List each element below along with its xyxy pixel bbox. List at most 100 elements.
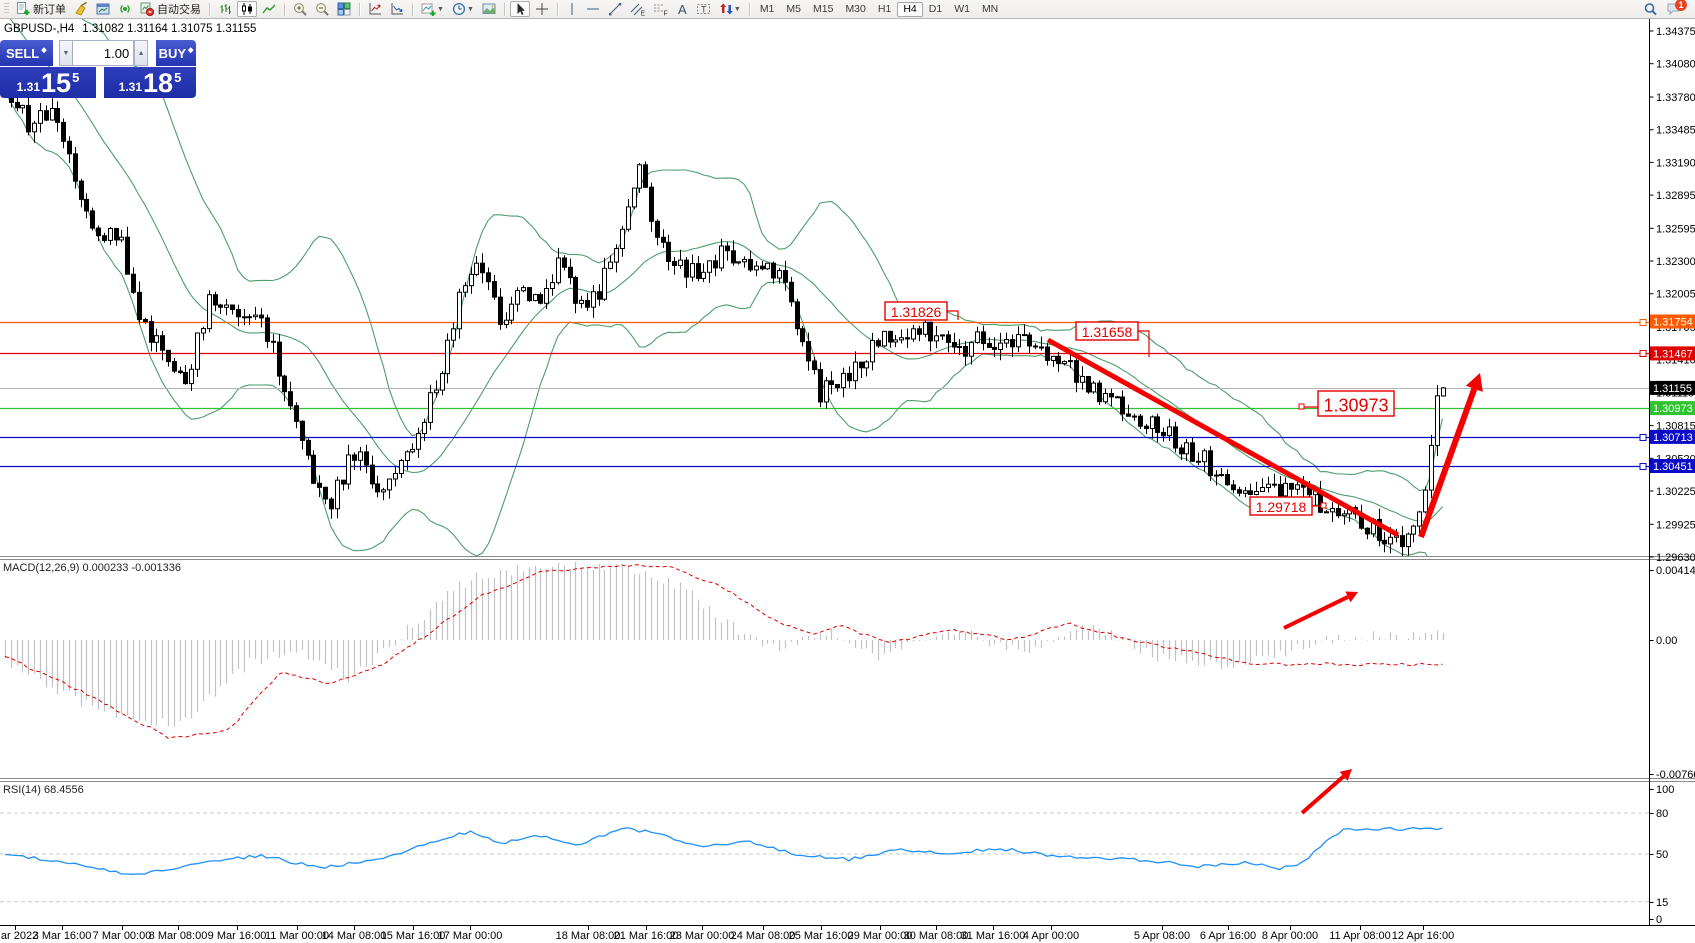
add-indicator-button[interactable]: ▼	[418, 1, 447, 17]
new-order-button[interactable]: 新订单	[13, 1, 69, 17]
cleanup-charts-icon	[75, 2, 87, 16]
data-window-icon	[369, 3, 381, 15]
svg-text:12 Apr 16:00: 12 Apr 16:00	[1392, 930, 1454, 942]
timeframe-h1-button[interactable]: H1	[872, 2, 897, 17]
strategy-tester-icon	[391, 3, 403, 15]
svg-text:1.33485: 1.33485	[1656, 125, 1695, 137]
strategy-tester-button[interactable]	[387, 1, 407, 17]
toolbar-separator	[748, 2, 750, 16]
crosshair-button[interactable]	[532, 1, 552, 17]
macd-axis[interactable]: 0.004144 0.00 -0.007664	[1649, 565, 1695, 781]
arrow-objects-button[interactable]: ▼	[716, 1, 744, 17]
buy-button[interactable]: BUY ◆	[156, 40, 196, 66]
timeframe-mn-button[interactable]: MN	[976, 2, 1004, 17]
timeframe-m30-button[interactable]: M30	[839, 2, 871, 17]
fibonacci-retracement-button[interactable]: F	[650, 1, 671, 17]
text-button[interactable]: A	[673, 1, 691, 17]
svg-text:1.30973: 1.30973	[1653, 403, 1693, 415]
tile-windows-icon	[337, 2, 351, 16]
svg-text:1.31155: 1.31155	[1653, 383, 1692, 395]
timeframe-m5-button[interactable]: M5	[780, 2, 807, 17]
new-order-label: 新订单	[33, 4, 66, 16]
zoom-out-button[interactable]	[312, 1, 332, 17]
equidistant-channel-icon: E	[630, 3, 645, 16]
autotrade-icon	[140, 2, 154, 16]
svg-text:1.30973: 1.30973	[1323, 396, 1388, 416]
svg-text:1.32895: 1.32895	[1656, 190, 1695, 202]
bid-price-display[interactable]: 1.31 15 5	[0, 67, 96, 98]
timeframe-w1-button[interactable]: W1	[948, 2, 976, 17]
svg-text:A: A	[678, 2, 687, 16]
svg-text:0.00: 0.00	[1656, 635, 1677, 647]
timeframe-d1-button[interactable]: D1	[923, 2, 948, 17]
ask-price-display[interactable]: 1.31 18 5	[104, 67, 196, 98]
buy-direction-icon: ◆	[188, 47, 194, 54]
svg-text:9 Mar 16:00: 9 Mar 16:00	[208, 930, 267, 942]
svg-text:1.29630: 1.29630	[1656, 552, 1695, 564]
volume-increase-button[interactable]: ▲	[134, 40, 148, 66]
line-chart-icon	[262, 4, 276, 14]
volume-input[interactable]	[72, 40, 135, 66]
vertical-line-button[interactable]	[563, 1, 581, 17]
svg-text:1.34375: 1.34375	[1656, 26, 1695, 38]
notification-badge: 1	[1675, 0, 1687, 11]
cleanup-charts-button[interactable]	[71, 1, 91, 17]
chart-title: GBPUSD-,H4 1.31082 1.31164 1.31075 1.3115…	[4, 23, 256, 35]
svg-text:15: 15	[1656, 897, 1668, 909]
timeframe-h4-button[interactable]: H4	[897, 1, 923, 17]
svg-text:8 Apr 00:00: 8 Apr 00:00	[1262, 930, 1318, 942]
periods-clock-button[interactable]: ▼	[449, 1, 477, 17]
svg-text:17 Mar 00:00: 17 Mar 00:00	[438, 930, 503, 942]
ask-big-digits: 18	[143, 68, 174, 98]
svg-text:5 Apr 08:00: 5 Apr 08:00	[1134, 930, 1190, 942]
bar-chart-button[interactable]	[215, 1, 235, 17]
toolbar-grip[interactable]	[4, 3, 9, 15]
svg-text:F: F	[663, 11, 667, 17]
horizontal-line-button[interactable]	[583, 1, 603, 17]
svg-text:1.30225: 1.30225	[1656, 486, 1695, 498]
rsi-axis[interactable]: 100 80 50 15 0	[1649, 784, 1675, 926]
svg-text:6 Apr 16:00: 6 Apr 16:00	[1200, 930, 1256, 942]
trend-line-button[interactable]	[605, 1, 625, 17]
svg-text:14 Mar 08:00: 14 Mar 08:00	[322, 930, 387, 942]
toolbar-separator	[359, 2, 360, 16]
text-label-button[interactable]: T	[693, 1, 714, 17]
equidistant-channel-button[interactable]: E	[627, 1, 648, 17]
svg-text:1.29718: 1.29718	[1256, 499, 1307, 515]
line-chart-button[interactable]	[259, 1, 279, 17]
svg-text:50: 50	[1656, 849, 1668, 861]
svg-text:25 Mar 16:00: 25 Mar 16:00	[789, 930, 854, 942]
buy-button-label: BUY	[158, 45, 187, 61]
timeframe-m15-button[interactable]: M15	[807, 2, 839, 17]
tile-windows-button[interactable]	[334, 1, 354, 17]
sell-direction-icon: ◆	[41, 47, 47, 54]
search-button[interactable]	[1640, 1, 1661, 17]
timeframe-m1-button[interactable]: M1	[754, 2, 781, 17]
open-chart-window-button[interactable]	[93, 1, 113, 17]
cursor-icon	[517, 3, 525, 15]
pane-frames	[0, 18, 1695, 926]
periods-clock-icon	[452, 2, 465, 16]
price-axis[interactable]: 1.34375 1.34080 1.33780 1.33485 1.33190 1.328…	[1649, 26, 1695, 564]
candlestick-chart-button[interactable]	[237, 1, 257, 17]
dropdown-caret-icon: ▼	[437, 5, 444, 13]
sell-button[interactable]: SELL ◆	[0, 40, 53, 66]
chart-template-button[interactable]	[479, 1, 499, 17]
svg-text:24 Mar 08:00: 24 Mar 08:00	[731, 930, 796, 942]
svg-text:T: T	[701, 5, 707, 15]
svg-text:1.30451: 1.30451	[1653, 461, 1693, 473]
chat-button[interactable]: 1	[1663, 0, 1690, 17]
svg-text:80: 80	[1656, 808, 1668, 820]
rsi-pane	[0, 812, 1649, 903]
volume-decrease-button[interactable]: ▼	[58, 40, 73, 66]
autotrade-label: 自动交易	[157, 4, 201, 16]
data-window-button[interactable]	[365, 1, 385, 17]
cursor-button[interactable]	[509, 1, 530, 17]
signals-button[interactable]	[115, 1, 135, 17]
autotrade-button[interactable]: 自动交易	[137, 1, 204, 17]
svg-text:1.29925: 1.29925	[1656, 519, 1695, 531]
zoom-in-button[interactable]	[290, 1, 310, 17]
